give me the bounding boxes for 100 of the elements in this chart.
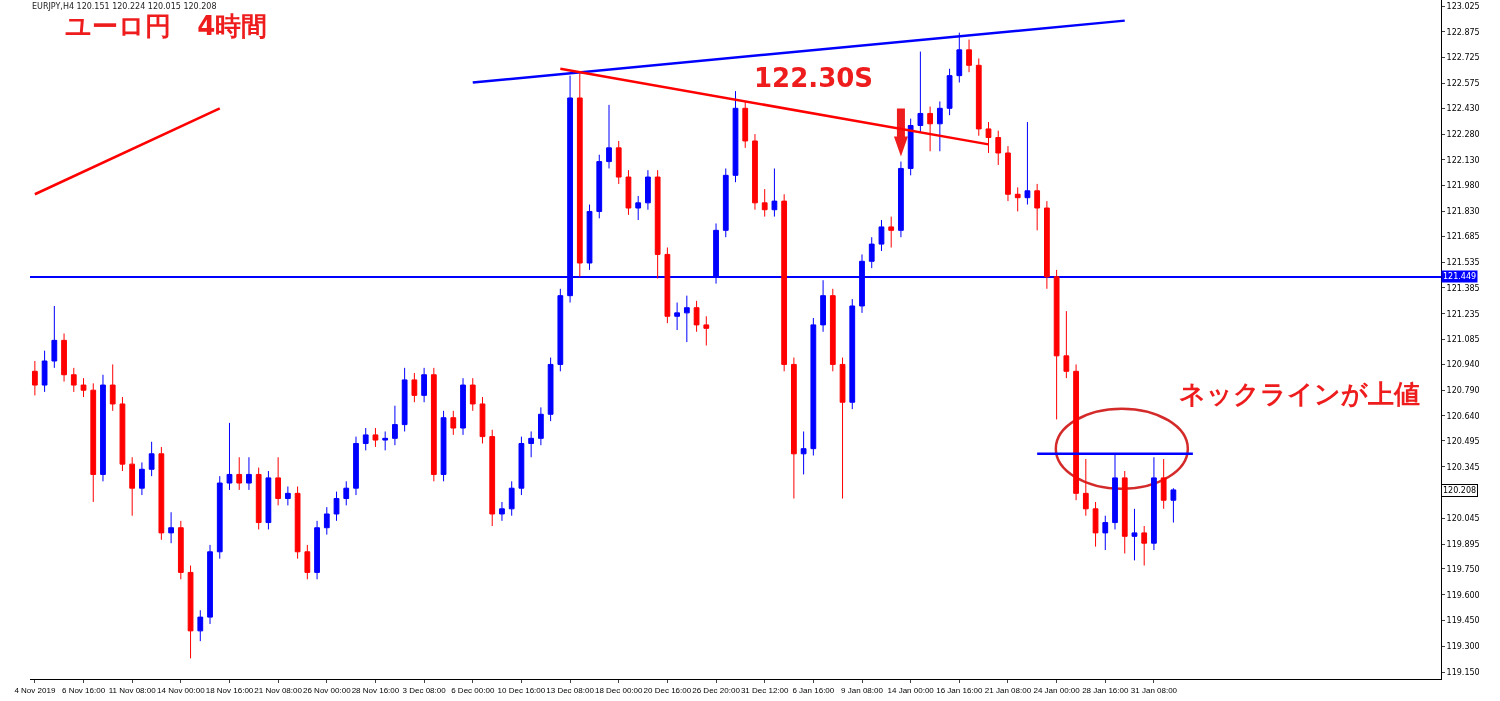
y-tick-label: 119.750 <box>1446 564 1480 574</box>
x-tick-label: 24 Jan 00:00 <box>1033 685 1081 695</box>
x-tick-label: 28 Nov 16:00 <box>351 685 400 695</box>
candlestick <box>119 396 126 472</box>
candlestick <box>333 491 340 522</box>
candlestick <box>995 130 1002 166</box>
candlestick <box>392 405 398 446</box>
y-tick-label: 120.940 <box>1446 360 1480 370</box>
y-tick-label: 121.830 <box>1446 207 1480 217</box>
candlestick <box>479 396 486 444</box>
candlestick <box>207 544 213 625</box>
candlestick <box>401 367 408 432</box>
candlestick <box>518 436 525 496</box>
text: ユーロ円 4時間 <box>65 11 268 42</box>
candlestick <box>216 475 223 560</box>
candlestick <box>304 544 311 580</box>
y-tick-label: 121.685 <box>1446 232 1480 242</box>
candlestick <box>1092 501 1099 548</box>
x-tick-label: 6 Dec 00:00 <box>451 685 495 695</box>
candlestick <box>197 609 204 642</box>
candlestick <box>752 133 758 211</box>
candlestick <box>791 357 797 500</box>
candlestick <box>975 57 982 137</box>
candlestick <box>70 367 77 393</box>
candlestick <box>936 100 943 152</box>
candlestick <box>372 427 379 448</box>
candlestick <box>1053 269 1060 420</box>
x-tick-label: 21 Nov 08:00 <box>254 685 303 695</box>
candlestick <box>61 332 67 383</box>
candlestick <box>226 422 233 491</box>
y-tick-label: 122.875 <box>1446 27 1480 37</box>
candlestick <box>129 456 136 517</box>
candlestick <box>1063 310 1070 379</box>
candlestick <box>1044 200 1050 290</box>
candlestick <box>508 480 515 517</box>
candlestick <box>722 167 729 238</box>
candlestick <box>1121 470 1128 555</box>
x-tick-label: 18 Nov 16:00 <box>205 685 254 695</box>
candlestick <box>528 430 535 458</box>
candlestick <box>771 167 778 218</box>
y-tick-label: 121.385 <box>1446 283 1480 293</box>
candlestick <box>1131 508 1138 561</box>
y-tick-label: 121.235 <box>1446 309 1480 319</box>
candlestick <box>90 382 97 503</box>
candlestick <box>246 456 252 491</box>
candlestick <box>907 118 914 176</box>
candlestick <box>440 410 447 482</box>
y-tick-label: 120.345 <box>1446 462 1480 472</box>
candlestick <box>1170 487 1177 524</box>
y-tick-label: 119.450 <box>1446 616 1480 626</box>
x-tick-label: 14 Nov 00:00 <box>157 685 206 695</box>
candlestick <box>411 372 418 403</box>
candlestick <box>1073 363 1079 501</box>
x-tick-label: 3 Dec 08:00 <box>402 685 447 695</box>
y-tick-label: 122.575 <box>1446 79 1480 89</box>
candlestick <box>1141 525 1148 567</box>
candlestick <box>139 461 145 496</box>
y-tick-label: 120.495 <box>1446 436 1480 446</box>
y-tick-label: 120.640 <box>1446 411 1480 421</box>
x-tick-label: 14 Jan 00:00 <box>887 685 935 695</box>
candlestick <box>547 357 554 422</box>
candlestick <box>1024 121 1031 206</box>
candlestick <box>635 195 642 221</box>
x-tick-label: 9 Jan 08:00 <box>841 685 884 695</box>
y-tick-label: 119.150 <box>1446 667 1480 677</box>
candlestick <box>450 410 457 436</box>
candlestick <box>868 236 875 269</box>
candlestick <box>839 357 846 500</box>
candlestick <box>1151 456 1157 551</box>
candlestick <box>781 193 788 372</box>
candlestick <box>460 377 466 436</box>
candlestick <box>255 467 262 530</box>
x-tick-label: 31 Dec 12:00 <box>740 685 790 695</box>
y-tick-label: 122.430 <box>1446 104 1480 114</box>
candlestick <box>343 480 350 506</box>
annotation: ネックラインが上値 <box>1179 379 1420 409</box>
y-tick-label: 121.085 <box>1446 335 1480 345</box>
y-tick-label: 119.600 <box>1446 590 1480 600</box>
y-tick-label: 120.790 <box>1446 386 1480 396</box>
candlestick <box>469 377 476 412</box>
candlestick <box>946 68 953 116</box>
candlestick <box>625 169 632 216</box>
candlestick <box>1005 145 1011 202</box>
candlestick <box>362 427 369 451</box>
candlestick <box>966 39 972 73</box>
candlestick <box>557 288 564 372</box>
y-tick-label: 121.980 <box>1446 181 1480 191</box>
candlestick <box>109 363 116 412</box>
candlestick <box>284 485 291 506</box>
x-tick-label: 31 Jan 08:00 <box>1130 685 1178 695</box>
candlestick <box>683 295 690 343</box>
x-tick-label: 4 Nov 2019 <box>14 685 56 695</box>
candlestick <box>878 219 885 252</box>
candlestick <box>168 511 174 544</box>
y-tick-label: 123.025 <box>1446 1 1480 11</box>
annotation: 120.208 <box>1443 486 1477 495</box>
candlestick <box>606 104 612 169</box>
candlestick <box>538 406 544 446</box>
x-tick-label: 26 Nov 00:00 <box>303 685 352 695</box>
candlestick <box>1014 186 1021 212</box>
